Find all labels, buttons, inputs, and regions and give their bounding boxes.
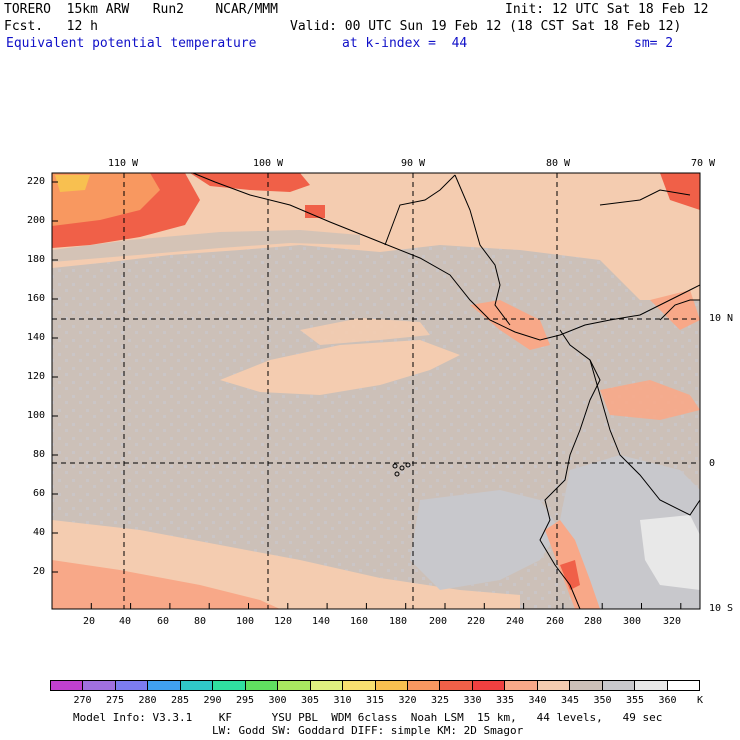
color-swatch <box>602 681 636 690</box>
x-tick-label: 220 <box>466 616 486 627</box>
field-name: Equivalent potential temperature <box>6 36 257 51</box>
color-swatch <box>213 681 246 690</box>
color-swatch <box>115 681 149 690</box>
x-tick-label: 140 <box>311 616 331 627</box>
lat-lon-grid <box>52 173 700 609</box>
forecast-hour: Fcst. 12 h <box>4 19 98 34</box>
color-scale-label: 345 <box>560 695 580 706</box>
y-tick-label: 200 <box>26 215 45 226</box>
x-tick-label: 20 <box>82 616 96 627</box>
y-tick-label: 80 <box>32 449 45 460</box>
y-tick-label: 220 <box>26 176 45 187</box>
color-scale-label: 360 <box>658 695 677 706</box>
init-time: Init: 12 UTC Sat 18 Feb 12 <box>505 2 709 17</box>
color-scale-unit: K <box>697 695 704 706</box>
color-swatch <box>148 681 181 690</box>
x-tick-label: 180 <box>388 616 408 627</box>
lat-label-10s: 10 S <box>709 603 734 614</box>
color-swatch <box>83 681 116 690</box>
y-tick-label: 100 <box>26 410 45 421</box>
lat-label-10n: 10 N <box>709 313 734 324</box>
color-scale-label: 295 <box>235 695 255 706</box>
y-tick-label: 120 <box>26 371 45 382</box>
lon-label-70w: 70 W <box>690 158 716 169</box>
color-swatch <box>537 681 571 690</box>
color-scale-label: 350 <box>593 695 612 706</box>
color-swatch <box>505 681 538 690</box>
color-scale-label: 280 <box>138 695 157 706</box>
color-scale-label: 340 <box>528 695 547 706</box>
x-tick-label: 240 <box>505 616 525 627</box>
color-scale-label: 330 <box>463 695 482 706</box>
color-scale-label: 310 <box>333 695 352 706</box>
x-tick-label: 100 <box>235 616 255 627</box>
x-tick-label: 60 <box>156 616 170 627</box>
x-tick-label: 120 <box>273 616 293 627</box>
y-tick-label: 160 <box>26 293 45 304</box>
lat-label-eq: 0 <box>709 458 716 469</box>
color-scale-label: 285 <box>170 695 190 706</box>
color-swatch <box>407 681 441 690</box>
k-index-label: at k-index = 44 <box>342 36 468 51</box>
y-tick-label: 60 <box>32 488 45 499</box>
color-swatch <box>180 681 214 690</box>
color-scale-label: 290 <box>203 695 222 706</box>
color-scale-label: 320 <box>398 695 417 706</box>
model-info-line: Model Info: V3.3.1 KF YSU PBL WDM 6class… <box>73 711 663 724</box>
color-swatch <box>472 681 506 690</box>
lon-label-100w: 100 W <box>252 158 284 169</box>
y-tick-label: 180 <box>26 254 45 265</box>
x-tick-label: 320 <box>662 616 682 627</box>
valid-time: Valid: 00 UTC Sun 19 Feb 12 (18 CST Sat … <box>290 19 682 34</box>
physics-info-line: LW: Godd SW: Goddard DIFF: simple KM: 2D… <box>212 724 524 737</box>
color-swatch <box>310 681 344 690</box>
lon-label-80w: 80 W <box>545 158 571 169</box>
coastlines <box>192 173 700 609</box>
color-swatch <box>570 681 603 690</box>
x-tick-label: 260 <box>545 616 565 627</box>
x-tick-label: 300 <box>622 616 642 627</box>
color-scale-bar <box>50 680 700 691</box>
color-scale-label: 315 <box>365 695 385 706</box>
y-tick-label: 140 <box>26 332 45 343</box>
y-tick-label: 40 <box>32 527 45 538</box>
lon-label-110w: 110 W <box>107 158 139 169</box>
color-scale-label: 325 <box>430 695 450 706</box>
color-swatch <box>375 681 408 690</box>
color-swatch <box>278 681 311 690</box>
color-swatch <box>343 681 376 690</box>
smoothing-label: sm= 2 <box>634 36 674 51</box>
x-tick-label: 80 <box>193 616 207 627</box>
color-scale-label: 305 <box>300 695 320 706</box>
color-swatch <box>440 681 473 690</box>
lon-label-90w: 90 W <box>400 158 426 169</box>
y-tick-label: 20 <box>32 566 45 577</box>
color-scale-label: 355 <box>625 695 645 706</box>
x-tick-label: 200 <box>428 616 448 627</box>
axis-ticks <box>51 181 682 609</box>
color-swatch <box>245 681 279 690</box>
color-swatch <box>667 681 700 690</box>
color-scale-label: 335 <box>495 695 515 706</box>
field-shading <box>52 173 700 609</box>
color-scale-label: 275 <box>105 695 125 706</box>
map-frame <box>51 172 701 610</box>
x-tick-label: 40 <box>118 616 132 627</box>
color-scale-label: 270 <box>73 695 92 706</box>
x-tick-label: 280 <box>583 616 603 627</box>
x-tick-label: 160 <box>349 616 369 627</box>
color-scale-label: 300 <box>268 695 287 706</box>
color-swatch <box>51 681 84 690</box>
model-run-title: TORERO 15km ARW Run2 NCAR/MMM <box>4 2 278 17</box>
color-swatch <box>635 681 668 690</box>
